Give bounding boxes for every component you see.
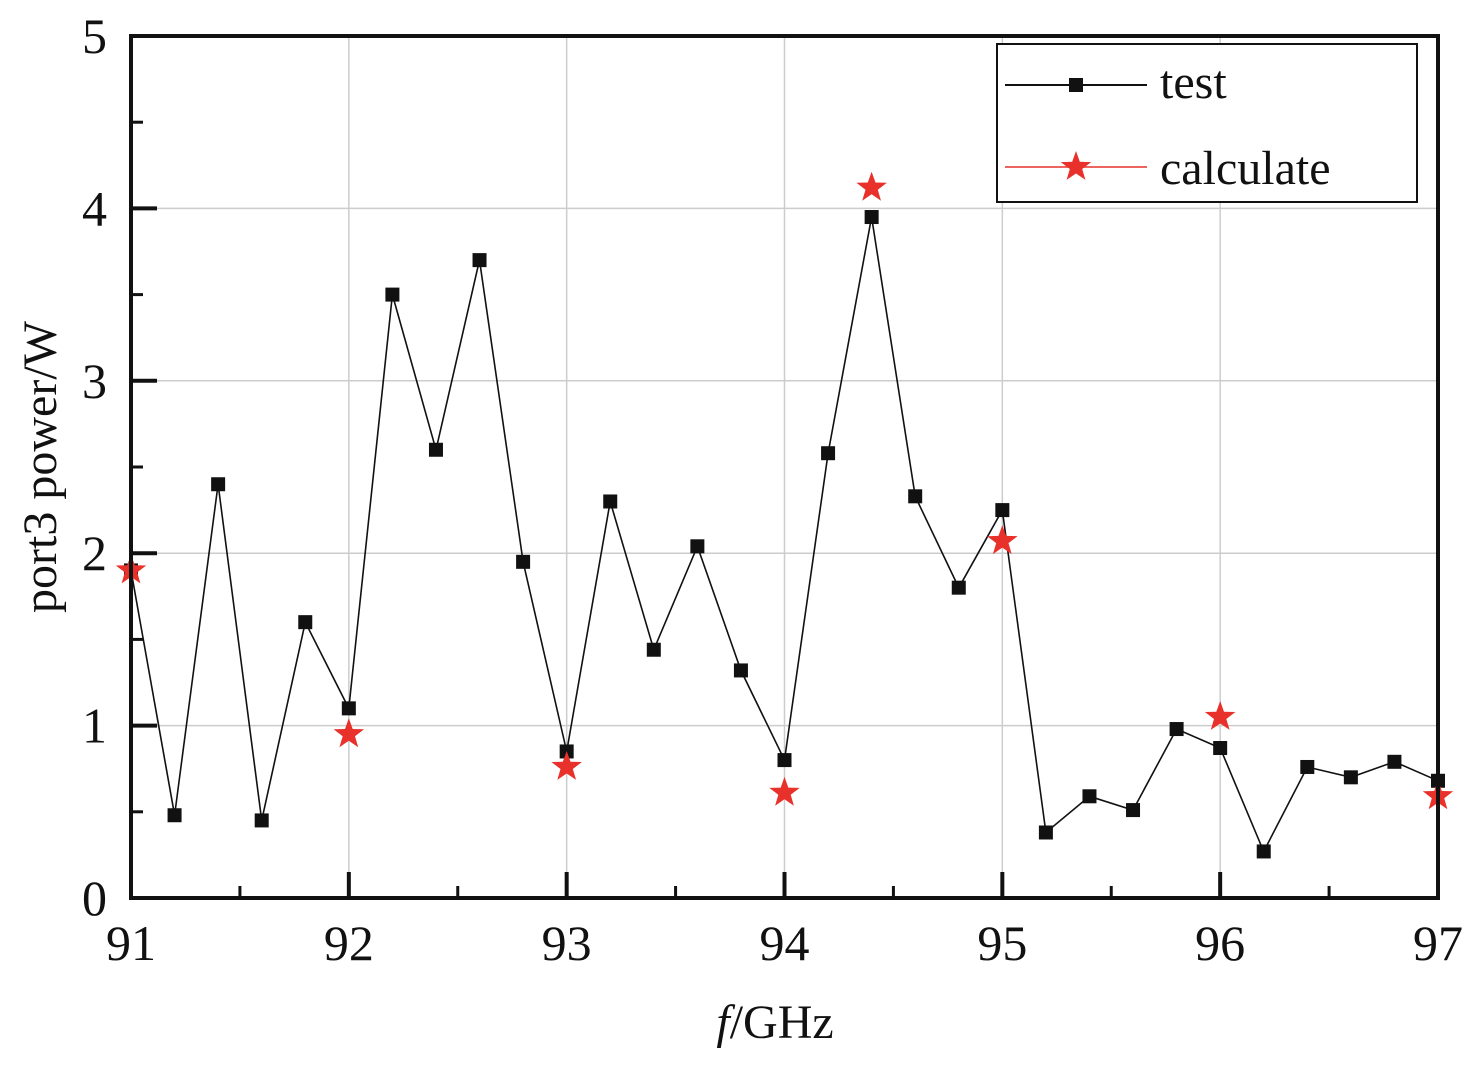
series-test-point: [167, 808, 182, 823]
axis-ticks: [129, 34, 1440, 900]
y-tick-label: 4: [82, 180, 107, 236]
series-test-point: [516, 554, 531, 569]
series-test-point: [733, 663, 748, 678]
legend-calculate-marker: [1060, 151, 1092, 180]
series-test-point: [1300, 759, 1315, 774]
y-tick-label: 3: [82, 353, 107, 409]
x-tick-label: 94: [760, 915, 810, 971]
series-calculate-point: [551, 751, 582, 780]
series-test-point: [1387, 754, 1402, 769]
series-test-point: [777, 753, 792, 768]
series-calculate-point: [856, 171, 887, 201]
series-test-point: [254, 813, 269, 828]
y-tick-label: 0: [82, 870, 107, 926]
series-test-point: [1256, 844, 1271, 859]
series-calculate-point: [769, 776, 800, 806]
series-test-point: [385, 287, 400, 302]
series-test-point: [690, 539, 705, 554]
series-test-point: [211, 477, 226, 492]
series-test-point: [1169, 722, 1184, 737]
series-test-point: [298, 615, 313, 630]
series-test-point: [1038, 825, 1053, 840]
legend-star-icon: [1060, 151, 1092, 180]
legend-test-label: test: [1160, 56, 1227, 109]
legend-calculate-label: calculate: [1160, 142, 1331, 195]
x-tick-label: 93: [542, 915, 592, 971]
series-test-point: [428, 442, 443, 457]
series-test-point: [1082, 789, 1097, 804]
y-tick-label: 1: [82, 698, 107, 754]
series-test-point: [1213, 741, 1228, 756]
x-tick-label: 91: [106, 915, 156, 971]
series-test-point: [646, 642, 661, 657]
series-test-point: [821, 446, 836, 461]
series-test-point: [341, 701, 356, 716]
x-axis-label: f/GHz: [716, 996, 833, 1049]
x-tick-label: 92: [324, 915, 374, 971]
series-test-point: [908, 489, 923, 504]
series-test-point: [603, 494, 618, 509]
series-test-point: [951, 580, 966, 595]
series-calculate-point: [333, 718, 365, 748]
series-test-point: [472, 253, 487, 268]
x-tick-label: 96: [1195, 915, 1245, 971]
series-test-point: [1126, 803, 1141, 818]
y-tick-label: 5: [82, 8, 107, 64]
x-tick-label: 97: [1413, 915, 1463, 971]
series-test-point: [995, 503, 1010, 518]
x-tick-label: 95: [977, 915, 1027, 971]
axis-tick-labels: 91 92 93 94 95 96 97 0 1 2 3 4 5: [82, 8, 1463, 971]
legend-box: [996, 43, 1418, 203]
legend: test calculate: [996, 43, 1418, 203]
legend-test-marker: [1069, 78, 1083, 92]
series-calculate-point: [987, 525, 1018, 555]
series-calculate-point: [1204, 701, 1236, 730]
y-tick-label: 2: [82, 525, 107, 581]
series-test-point: [1343, 770, 1358, 785]
series-test-point: [864, 210, 879, 225]
y-axis-label: port3 power/W: [14, 320, 67, 613]
